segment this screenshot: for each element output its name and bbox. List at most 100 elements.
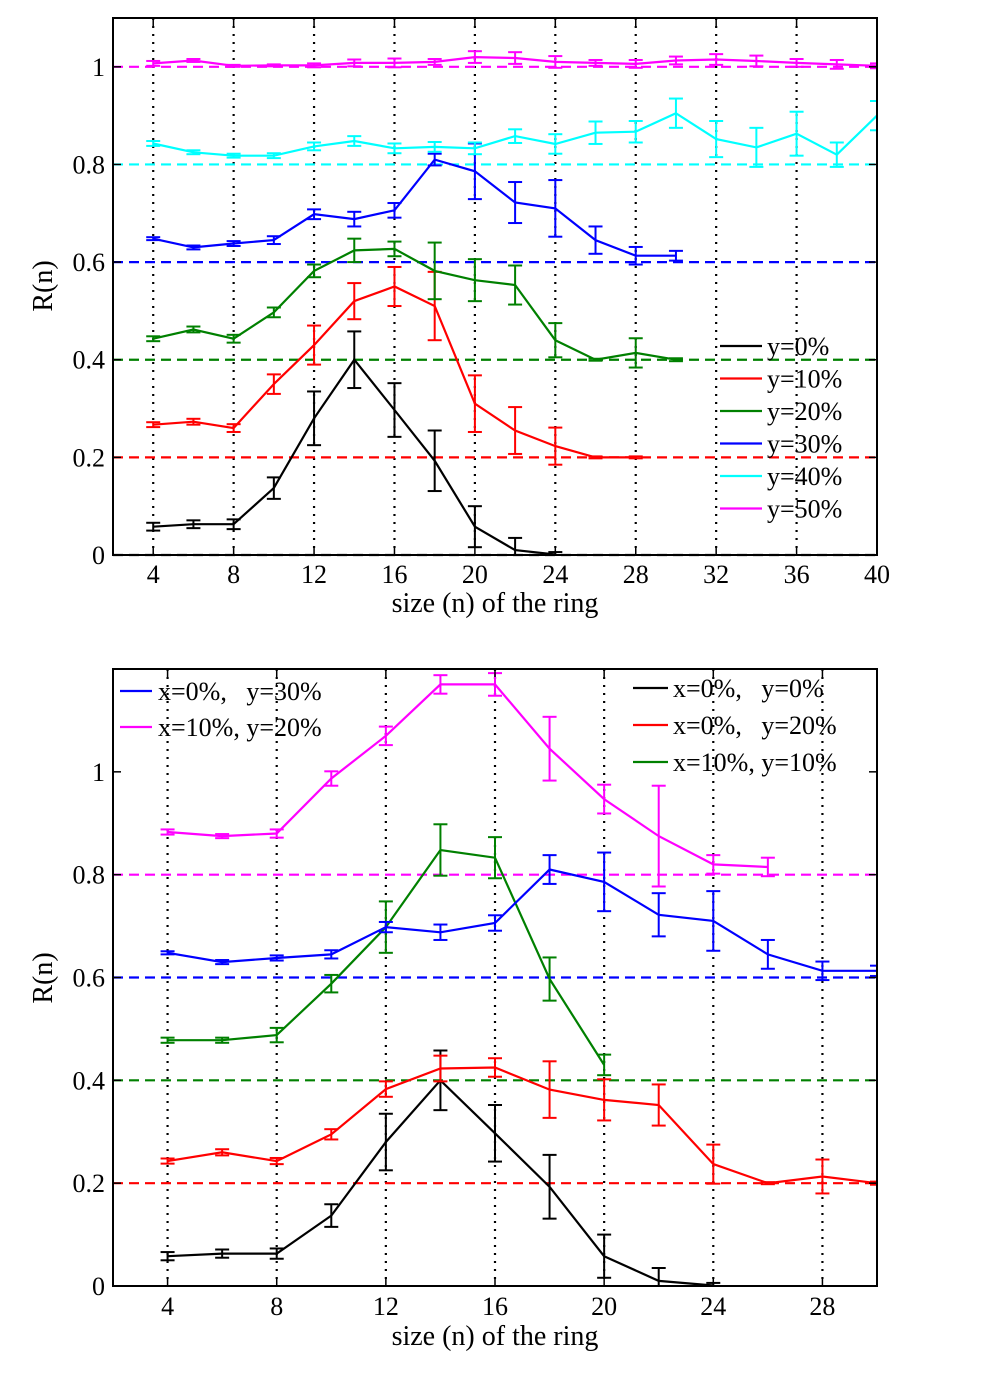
error-bar — [269, 1247, 284, 1260]
y-tick-label: 0.2 — [73, 1169, 106, 1198]
error-bar — [186, 519, 201, 530]
error-bar — [870, 1180, 877, 1186]
error-bar — [347, 330, 362, 390]
error-bar — [378, 920, 393, 934]
error-bar — [427, 241, 442, 301]
error-bar — [324, 1203, 339, 1228]
error-bar — [597, 851, 612, 913]
y-tick-label: 1 — [92, 758, 105, 787]
error-bar — [269, 828, 284, 839]
x-tick-label: 12 — [373, 1292, 399, 1321]
chart-bottom-panel: 4 8 12 16 20 24 28 0 0.2 0.4 0.6 0.8 1 size (n) of th… — [28, 668, 878, 1352]
error-bar — [226, 240, 241, 247]
error-bar — [433, 674, 448, 695]
x-tick-label: 20 — [462, 560, 488, 589]
error-bar — [160, 950, 175, 956]
error-bar — [870, 964, 877, 977]
error-bar — [668, 55, 683, 66]
error-bar — [266, 373, 281, 395]
error-bar — [508, 406, 523, 455]
error-bar — [706, 890, 721, 952]
y-tick-label: 0.8 — [73, 861, 106, 890]
error-bar — [433, 1054, 448, 1083]
x-axis-label: size (n) of the ring — [392, 588, 599, 619]
error-bar — [870, 99, 877, 132]
error-bar — [266, 235, 281, 246]
error-bar — [146, 59, 161, 67]
error-bar — [387, 57, 402, 69]
y-tick-label: 0.6 — [73, 248, 106, 277]
error-bar — [542, 956, 557, 1002]
y-axis-label: R(n) — [28, 260, 59, 311]
error-bar — [226, 152, 241, 159]
error-bar — [548, 322, 563, 359]
x-tick-label: 4 — [147, 560, 160, 589]
error-bar — [387, 382, 402, 438]
legend-label: y=0% — [767, 332, 829, 361]
error-bar — [427, 140, 442, 153]
error-bar — [628, 245, 643, 266]
error-bar — [597, 1053, 612, 1077]
error-bar — [186, 58, 201, 63]
error-bar — [542, 1153, 557, 1220]
y-tick-label: 0.4 — [73, 346, 106, 375]
error-bar — [668, 357, 683, 363]
error-bar — [706, 1143, 721, 1185]
series-3 — [146, 142, 683, 266]
legend-label: x=10%, y=10% — [673, 748, 837, 777]
series-4 — [146, 97, 877, 168]
series-line — [167, 1066, 877, 1185]
error-bar — [215, 1036, 230, 1044]
error-bar — [588, 225, 603, 255]
legend-label: x=0%, y=20% — [673, 711, 837, 740]
error-bar — [628, 337, 643, 369]
legend-label: y=10% — [767, 365, 842, 394]
error-bar — [829, 58, 844, 70]
series-1 — [146, 265, 643, 466]
x-tick-label: 20 — [591, 1292, 617, 1321]
legend-label: y=30% — [767, 430, 842, 459]
error-bar — [789, 58, 804, 68]
error-bar — [815, 960, 830, 982]
legend-label: x=10%, y=20% — [158, 713, 322, 742]
legend: x=0%, y=30% x=10%, y=20% — [120, 677, 322, 742]
error-bar — [433, 923, 448, 941]
x-tick-label: 36 — [784, 560, 810, 589]
error-bar — [433, 823, 448, 877]
error-bar — [307, 141, 322, 152]
error-bar — [146, 140, 161, 147]
error-bar — [186, 325, 201, 334]
error-bar — [789, 110, 804, 157]
error-bar — [760, 938, 775, 970]
error-bar — [146, 521, 161, 532]
error-bar — [387, 142, 402, 155]
error-bar — [542, 715, 557, 782]
error-bar — [760, 1181, 775, 1186]
plot-area — [146, 50, 877, 555]
error-bar — [387, 265, 402, 308]
error-bar — [488, 914, 502, 932]
error-bar — [651, 1267, 666, 1286]
error-bar — [749, 126, 764, 168]
x-tick-label: 24 — [542, 560, 568, 589]
x-tick-label: 16 — [482, 1292, 508, 1321]
error-bar — [269, 954, 284, 962]
x-tick-label: 4 — [161, 1292, 174, 1321]
error-bar — [815, 1158, 830, 1195]
error-bar — [709, 53, 724, 66]
series-4 — [160, 672, 775, 888]
error-bar — [488, 1104, 502, 1163]
error-bar — [760, 856, 775, 878]
error-bar — [467, 258, 482, 303]
legend-label: y=40% — [767, 462, 842, 491]
error-bar — [347, 237, 362, 264]
error-bar — [186, 149, 201, 156]
error-bar — [266, 306, 281, 319]
series-2 — [146, 237, 683, 369]
series-0 — [160, 1049, 721, 1286]
error-bar — [160, 1036, 175, 1044]
error-bar — [709, 120, 724, 159]
error-bar — [347, 282, 362, 321]
y-tick-label: 0.4 — [73, 1066, 106, 1095]
error-bar — [226, 518, 241, 531]
